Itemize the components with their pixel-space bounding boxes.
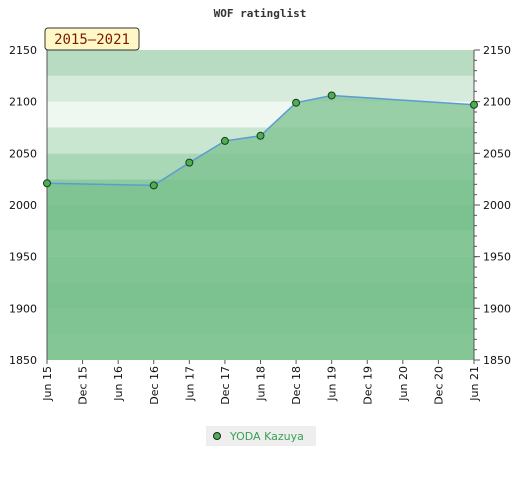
x-tick-label: Jun 16: [112, 366, 125, 402]
y-tick-label-right: 2000: [483, 199, 511, 212]
x-tick-label: Dec 15: [77, 366, 90, 405]
y-tick-label-right: 1900: [483, 302, 511, 315]
y-tick-label-right: 1850: [483, 354, 511, 367]
legend-marker-icon: [214, 433, 221, 440]
range-badge: 2015–2021: [45, 28, 139, 50]
y-tick-label-left: 1850: [9, 354, 37, 367]
y-tick-label-left: 2150: [9, 44, 37, 57]
x-tick-label: Dec 16: [148, 366, 161, 405]
legend-label: YODA Kazuya: [229, 430, 304, 443]
y-tick-label-left: 1900: [9, 302, 37, 315]
x-tick-label: Dec 20: [432, 366, 445, 405]
data-point: [293, 99, 300, 106]
data-point: [471, 101, 478, 108]
y-tick-label-left: 2000: [9, 199, 37, 212]
x-tick-label: Jun 18: [255, 366, 268, 402]
data-point: [221, 137, 228, 144]
range-badge-label: 2015–2021: [54, 32, 130, 48]
y-tick-label-left: 2100: [9, 96, 37, 109]
background-band: [47, 76, 474, 102]
x-tick-label: Jun 19: [326, 366, 339, 402]
x-tick-label: Dec 19: [361, 366, 374, 405]
chart-title: WOF ratinglist: [214, 7, 307, 20]
y-tick-label-right: 2150: [483, 44, 511, 57]
x-tick-label: Dec 17: [219, 366, 232, 405]
x-tick-label: Jun 20: [397, 366, 410, 402]
x-tick-label: Jun 17: [183, 366, 196, 402]
data-point: [257, 132, 264, 139]
y-tick-label-right: 2050: [483, 147, 511, 160]
x-tick-label: Dec 18: [290, 366, 303, 405]
data-point: [328, 92, 335, 99]
y-tick-label-left: 2050: [9, 147, 37, 160]
data-point: [44, 180, 51, 187]
y-tick-label-right: 1950: [483, 251, 511, 264]
y-tick-label-left: 1950: [9, 251, 37, 264]
x-tick-label: Jun 15: [41, 366, 54, 402]
background-band: [47, 50, 474, 76]
legend: YODA Kazuya: [206, 426, 316, 446]
data-point: [186, 159, 193, 166]
y-tick-label-right: 2100: [483, 96, 511, 109]
x-tick-label: Jun 21: [468, 366, 481, 402]
data-point: [150, 182, 157, 189]
